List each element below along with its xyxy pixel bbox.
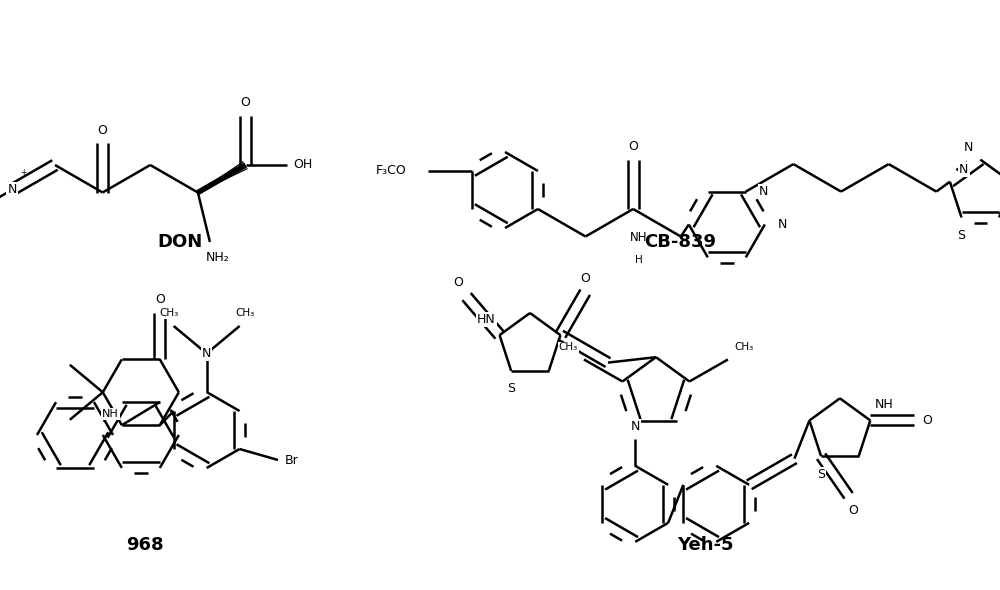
Text: N: N [959, 163, 969, 176]
Text: NH: NH [874, 398, 893, 411]
Text: F₃CO: F₃CO [375, 165, 406, 178]
Text: O: O [454, 276, 464, 289]
Text: $^{+}$: $^{+}$ [20, 168, 28, 178]
Text: Yeh-5: Yeh-5 [677, 536, 733, 554]
Text: O: O [98, 123, 108, 136]
Text: N: N [964, 141, 973, 154]
Text: DON: DON [157, 233, 203, 251]
Text: CH₃: CH₃ [235, 308, 254, 318]
Text: O: O [922, 414, 932, 427]
Text: N: N [202, 347, 211, 360]
Text: HN: HN [477, 313, 496, 326]
Text: CH₃: CH₃ [559, 342, 578, 352]
Text: N: N [778, 218, 787, 231]
Text: CH₃: CH₃ [159, 308, 178, 318]
Text: N: N [759, 185, 768, 198]
Text: OH: OH [293, 159, 312, 172]
Text: NH₂: NH₂ [206, 251, 230, 264]
Text: NH: NH [630, 231, 648, 244]
Text: O: O [628, 140, 638, 153]
Text: H: H [635, 255, 643, 265]
Text: S: S [958, 229, 966, 242]
Text: 968: 968 [126, 536, 164, 554]
Text: O: O [580, 272, 590, 285]
Text: N: N [631, 420, 640, 433]
Text: N: N [7, 183, 17, 196]
Text: Br: Br [285, 454, 299, 467]
Text: CH₃: CH₃ [734, 342, 753, 352]
Text: O: O [849, 504, 859, 517]
Text: S: S [817, 468, 825, 481]
Text: S: S [507, 382, 515, 395]
Text: O: O [241, 96, 250, 109]
Text: NH: NH [102, 409, 119, 419]
Text: CB-839: CB-839 [644, 233, 716, 251]
Text: O: O [155, 293, 165, 306]
